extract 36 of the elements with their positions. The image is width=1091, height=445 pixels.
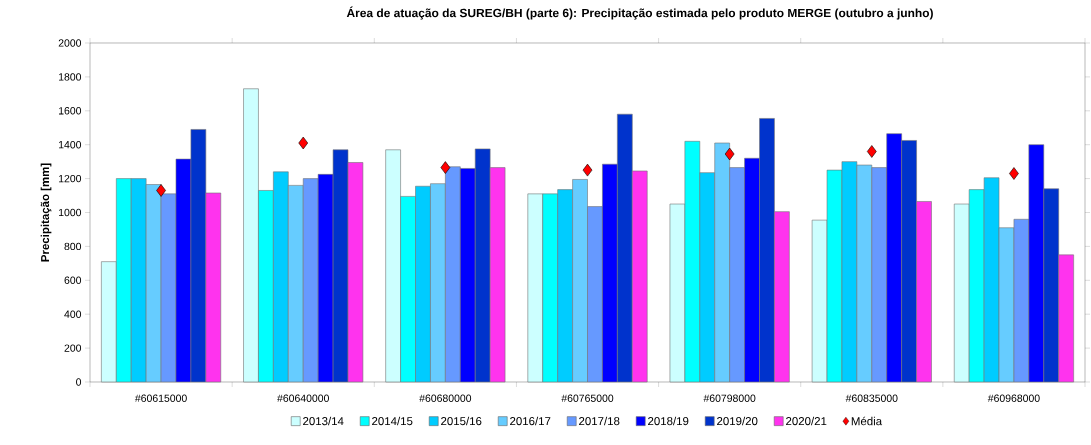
chart-title: Área de atuação da SUREG/BH (parte 6): Precipitação estimada pelo produto MERGE (outubro a junho) (346, 6, 933, 20)
legend-label: 2019/20 (717, 416, 758, 426)
y-tick-label: 1200 (59, 174, 82, 183)
y-tick-label: 1000 (59, 208, 82, 217)
x-tick-label: #60835000 (845, 394, 898, 402)
point (867, 145, 877, 158)
legend-label: 2013/14 (303, 416, 344, 426)
y-tick-label: 400 (64, 310, 82, 318)
y-tick-label: 2000 (58, 39, 82, 47)
x-tick-label: #60765000 (561, 394, 614, 402)
point (156, 184, 166, 197)
y-tick-label: 1800 (59, 73, 82, 81)
y-tick-label: 1400 (59, 141, 82, 149)
y-tick-label: 1600 (59, 107, 82, 115)
x-tick-label: #60798000 (703, 394, 756, 402)
x-tick-label: #60680000 (419, 394, 472, 402)
legend-label: 2015/16 (441, 416, 482, 426)
y-axis-title: Precipitação [mm] (40, 163, 52, 262)
point (1009, 167, 1019, 180)
point (582, 163, 593, 177)
legend-label: 2020/21 (786, 416, 827, 426)
y-tick-label: 600 (64, 276, 82, 285)
legend-label: 2018/19 (648, 416, 689, 426)
x-tick-label: #60640000 (277, 394, 329, 402)
point (298, 136, 309, 150)
y-tick-label: 0 (76, 378, 82, 386)
legend-label: Média (851, 416, 883, 426)
legend-label: 2017/18 (579, 416, 620, 426)
y-tick-label: 200 (64, 344, 82, 352)
legend-label: 2014/15 (372, 416, 413, 426)
x-tick-label: #60968000 (987, 394, 1040, 402)
point (440, 161, 451, 174)
x-tick-label: #60615000 (134, 394, 187, 402)
legend-label: 2016/17 (510, 416, 551, 426)
y-tick-label: 800 (64, 242, 82, 251)
point (724, 147, 735, 161)
